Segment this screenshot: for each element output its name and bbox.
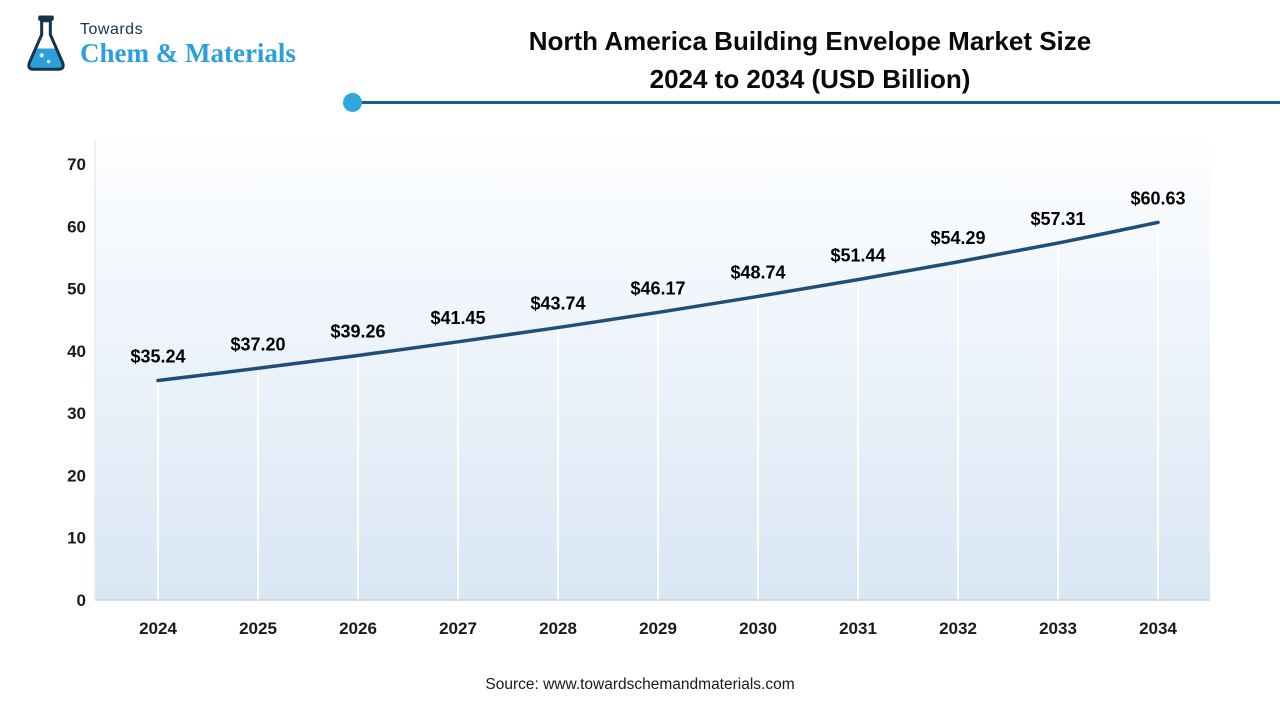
- y-tick-label: 40: [67, 342, 86, 361]
- logo: Towards Chem & Materials: [20, 12, 296, 78]
- x-tick-label: 2029: [639, 619, 677, 638]
- data-label: $39.26: [330, 321, 385, 341]
- x-tick-label: 2032: [939, 619, 977, 638]
- y-tick-label: 20: [67, 466, 86, 485]
- data-label: $57.31: [1030, 209, 1085, 229]
- x-tick-label: 2033: [1039, 619, 1077, 638]
- chart-title-line1: North America Building Envelope Market S…: [528, 26, 1092, 56]
- data-label: $41.45: [430, 308, 485, 328]
- logo-text: Towards Chem & Materials: [80, 21, 296, 68]
- x-tick-label: 2030: [739, 619, 777, 638]
- data-label: $35.24: [130, 347, 185, 367]
- logo-brand-top: Towards: [80, 21, 144, 39]
- data-label: $60.63: [1130, 188, 1185, 208]
- y-tick-label: 10: [67, 529, 86, 548]
- data-label: $43.74: [530, 294, 585, 314]
- y-tick-label: 70: [67, 155, 86, 174]
- x-tick-label: 2026: [339, 619, 377, 638]
- data-label: $51.44: [830, 246, 885, 266]
- x-tick-label: 2027: [439, 619, 477, 638]
- data-label: $54.29: [930, 228, 985, 248]
- x-tick-label: 2031: [839, 619, 877, 638]
- y-tick-label: 0: [77, 591, 86, 610]
- plot-area: [95, 140, 1210, 600]
- market-size-line: [156, 220, 1160, 383]
- x-tick-label: 2028: [539, 619, 577, 638]
- y-tick-label: 50: [67, 280, 86, 299]
- x-tick-label: 2025: [239, 619, 277, 638]
- header-divider-dot: [343, 93, 362, 112]
- y-tick-label: 60: [67, 217, 86, 236]
- header-divider: [343, 93, 1280, 112]
- flask-icon: [27, 15, 65, 71]
- chart-title-line2: 2024 to 2034 (USD Billion): [649, 64, 971, 94]
- data-label: $46.17: [630, 278, 685, 298]
- data-label: $48.74: [730, 262, 785, 282]
- x-tick-label: 2024: [139, 619, 177, 638]
- source-text: Source: www.towardschemandmaterials.com: [485, 676, 795, 693]
- x-tick-label: 2034: [1139, 619, 1177, 638]
- y-tick-label: 30: [67, 404, 86, 423]
- logo-brand-name: Chem & Materials: [80, 37, 296, 68]
- data-label: $37.20: [230, 334, 285, 354]
- chart-title: North America Building Envelope Market S…: [340, 22, 1280, 98]
